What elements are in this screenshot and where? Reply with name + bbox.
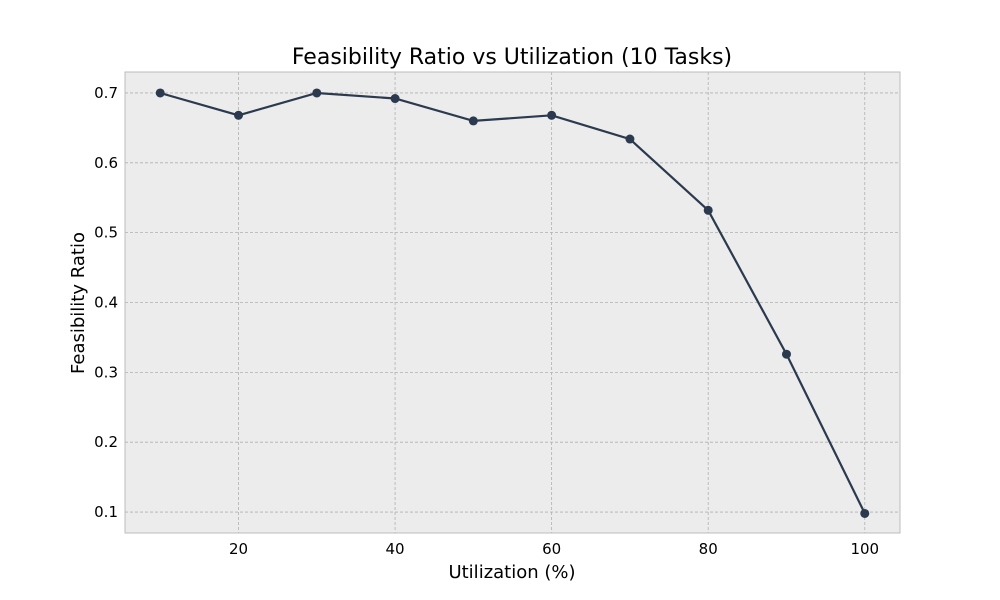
- y-tick-label: 0.6: [94, 154, 118, 172]
- data-point: [703, 205, 713, 215]
- x-tick-label: 80: [699, 540, 718, 558]
- data-point: [155, 88, 165, 98]
- data-point: [547, 110, 557, 120]
- data-point: [390, 94, 400, 104]
- series-line: [159, 91, 866, 514]
- data-point: [312, 88, 322, 98]
- data-point: [860, 508, 870, 518]
- x-axis-label: Utilization (%): [448, 562, 575, 583]
- data-markers: [155, 88, 870, 518]
- data-point: [781, 349, 791, 359]
- grid: [125, 72, 900, 533]
- plot-frame: [124, 71, 901, 534]
- x-tick-label: 60: [542, 540, 561, 558]
- y-axis-label: Feasibility Ratio: [68, 232, 89, 374]
- x-tick-labels: 20 40 60 80 100: [229, 540, 879, 558]
- y-tick-label: 0.1: [94, 503, 118, 521]
- data-point: [625, 134, 635, 144]
- x-tick-label: 20: [229, 540, 248, 558]
- y-tick-label: 0.5: [94, 224, 118, 242]
- data-point: [234, 110, 244, 120]
- y-tick-label: 0.2: [94, 433, 118, 451]
- chart-title: Feasibility Ratio vs Utilization (10 Tas…: [292, 45, 732, 70]
- x-tick-label: 100: [850, 540, 879, 558]
- y-tick-label: 0.3: [94, 363, 118, 381]
- y-tick-labels: 0.1 0.2 0.3 0.4 0.5 0.6 0.7: [94, 84, 118, 521]
- y-tick-label: 0.7: [94, 84, 118, 102]
- x-tick-label: 40: [386, 540, 405, 558]
- y-tick-label: 0.4: [94, 294, 118, 312]
- data-point: [468, 116, 478, 126]
